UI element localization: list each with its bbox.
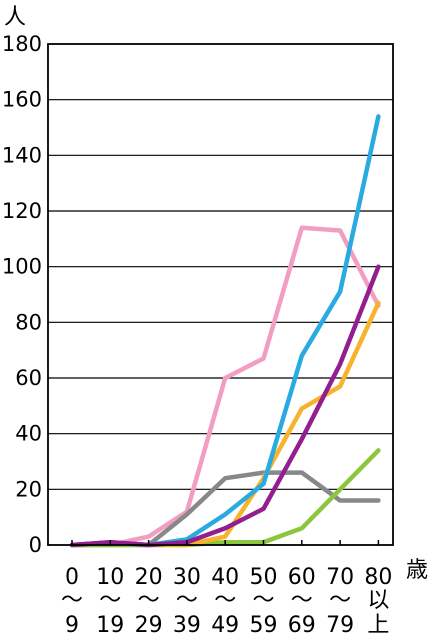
y-tick-label: 140 <box>2 143 42 167</box>
y-tick-label: 20 <box>15 477 42 501</box>
series-lines <box>69 114 381 548</box>
y-tick-label: 180 <box>2 32 42 56</box>
x-tick-label-top: 40 <box>211 565 239 590</box>
x-tick-label-bottom: 59 <box>250 613 278 638</box>
y-tick-label: 40 <box>15 422 42 446</box>
x-tick-label-separator: 〜 <box>252 588 274 613</box>
x-tick-label-separator: 〜 <box>214 588 236 613</box>
x-tick-label-bottom: 49 <box>211 613 239 638</box>
y-tick-label: 80 <box>15 310 42 334</box>
x-tick-label-top: 70 <box>326 565 354 590</box>
y-unit-label: 人 <box>4 5 26 30</box>
x-tick-label-top: 80 <box>364 565 392 590</box>
x-tick-label-top: 20 <box>135 565 163 590</box>
x-tick-label-bottom: 39 <box>173 613 201 638</box>
series-line-4 <box>69 300 381 548</box>
x-tick-label-bottom: 19 <box>96 613 124 638</box>
gridlines <box>48 99 393 490</box>
x-axis-ticks: 0〜910〜1920〜2930〜3940〜4950〜5960〜6970〜7980… <box>61 540 392 638</box>
series-line-3 <box>69 448 381 548</box>
x-tick-label-separator: 〜 <box>138 588 160 613</box>
y-tick-label: 120 <box>2 199 42 223</box>
x-tick-label-separator: 〜 <box>61 588 83 613</box>
x-tick-label-separator: 〜 <box>329 588 351 613</box>
series-line-6 <box>69 264 381 548</box>
y-tick-label: 60 <box>15 366 42 390</box>
x-tick-label-bottom: 上 <box>367 613 389 638</box>
x-tick-label-top: 30 <box>173 565 201 590</box>
x-tick-label-bottom: 29 <box>135 613 163 638</box>
y-tick-label: 100 <box>2 255 42 279</box>
x-tick-label-bottom: 69 <box>288 613 316 638</box>
x-tick-label-top: 60 <box>288 565 316 590</box>
y-axis-ticks: 0 20 40 60 80 100 120 140 160 180 <box>2 32 42 557</box>
x-tick-label-separator: 〜 <box>176 588 198 613</box>
x-tick-label-top: 50 <box>250 565 278 590</box>
y-tick-label: 160 <box>2 88 42 112</box>
x-tick-label-separator: 〜 <box>291 588 313 613</box>
x-tick-label-separator: 〜 <box>99 588 121 613</box>
plot-frame <box>47 43 394 546</box>
axes <box>47 43 394 546</box>
x-tick-label-top: 10 <box>96 565 124 590</box>
x-tick-label-top: 0 <box>65 565 79 590</box>
x-tick-label-bottom: 9 <box>65 613 79 638</box>
x-unit-label: 歳 <box>406 558 428 583</box>
x-tick-label-separator: 以 <box>367 588 389 613</box>
y-tick-label: 0 <box>29 533 42 557</box>
x-tick-label-bottom: 79 <box>326 613 354 638</box>
